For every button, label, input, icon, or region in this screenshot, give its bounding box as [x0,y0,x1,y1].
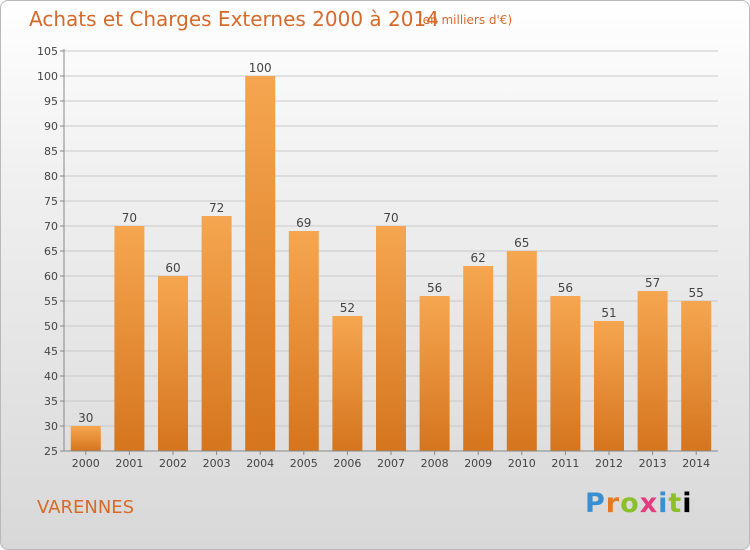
x-tick-label: 2007 [377,457,405,470]
value-label: 30 [78,411,93,425]
logo-letter: i [658,488,669,519]
y-tick-label: 35 [44,395,58,408]
y-tick-label: 95 [44,95,58,108]
value-label: 51 [601,306,616,320]
x-tick-label: 2013 [639,457,667,470]
x-tick-label: 2008 [421,457,449,470]
bar [332,316,363,451]
x-tick-label: 2005 [290,457,318,470]
x-tick-label: 2002 [159,457,187,470]
bar [201,216,232,451]
x-tick-label: 2014 [682,457,710,470]
region-name: VARENNES [37,497,135,518]
y-tick-label: 80 [44,170,58,183]
bar [463,266,494,451]
value-label: 70 [383,211,398,225]
x-tick-label: 2006 [333,457,361,470]
y-tick-label: 85 [44,145,58,158]
logo-letter: P [585,488,606,519]
y-tick-label: 75 [44,195,58,208]
proxiti-logo: Proxiti [585,488,693,519]
bar [288,231,319,451]
x-tick-label: 2004 [246,457,274,470]
y-tick-label: 65 [44,245,58,258]
value-label: 56 [427,281,442,295]
value-label: 60 [165,261,180,275]
logo-letter: t [668,488,683,519]
value-labels: 30 70 60 72 100 69 52 70 56 62 65 56 51 57 55 [78,61,704,425]
logo-letter: i [682,488,693,519]
y-tick-label: 60 [44,270,58,283]
value-label: 70 [122,211,137,225]
value-label: 56 [558,281,573,295]
logo-letter: r [605,488,621,519]
value-label: 65 [514,236,529,250]
y-tick-label: 105 [37,45,58,58]
bar [114,226,145,451]
bar [376,226,406,451]
y-axis-labels: 25 30 35 40 45 50 55 60 65 70 75 80 85 90 95 100 105 [37,45,58,458]
y-tick-label: 25 [44,445,58,458]
value-label: 100 [249,61,272,75]
y-tick-label: 30 [44,420,58,433]
bar [681,301,712,451]
y-tick-label: 90 [44,120,58,133]
x-axis-labels: 2000 2001 2002 2003 2004 2005 2006 2007 2008 2009… [72,451,710,470]
bar [70,426,101,451]
y-tick-label: 70 [44,220,58,233]
x-tick-label: 2001 [115,457,143,470]
x-tick-label: 2011 [551,457,579,470]
x-tick-label: 2010 [508,457,536,470]
bar [506,251,537,451]
y-tick-label: 55 [44,295,58,308]
y-tick-label: 40 [44,370,58,383]
x-tick-label: 2012 [595,457,623,470]
bar [550,296,581,451]
logo-letter: o [620,488,640,519]
bar [637,291,668,451]
bar [594,321,624,451]
logo-letter: x [639,488,659,519]
value-label: 62 [471,251,486,265]
x-tick-label: 2000 [72,457,100,470]
bar [158,276,188,451]
x-tick-label: 2003 [203,457,231,470]
value-label: 72 [209,201,224,215]
value-label: 55 [689,286,704,300]
x-tick-label: 2009 [464,457,492,470]
value-label: 57 [645,276,660,290]
chart-title: Achats et Charges Externes 2000 à 2014 [29,7,439,31]
y-tick-label: 45 [44,345,58,358]
chart-subtitle: (en milliers d'€) [418,13,513,27]
bar [419,296,450,451]
bar [245,76,276,451]
bars [70,76,712,451]
y-tick-label: 50 [44,320,58,333]
value-label: 52 [340,301,355,315]
value-label: 69 [296,216,311,230]
y-tick-label: 100 [37,70,58,83]
